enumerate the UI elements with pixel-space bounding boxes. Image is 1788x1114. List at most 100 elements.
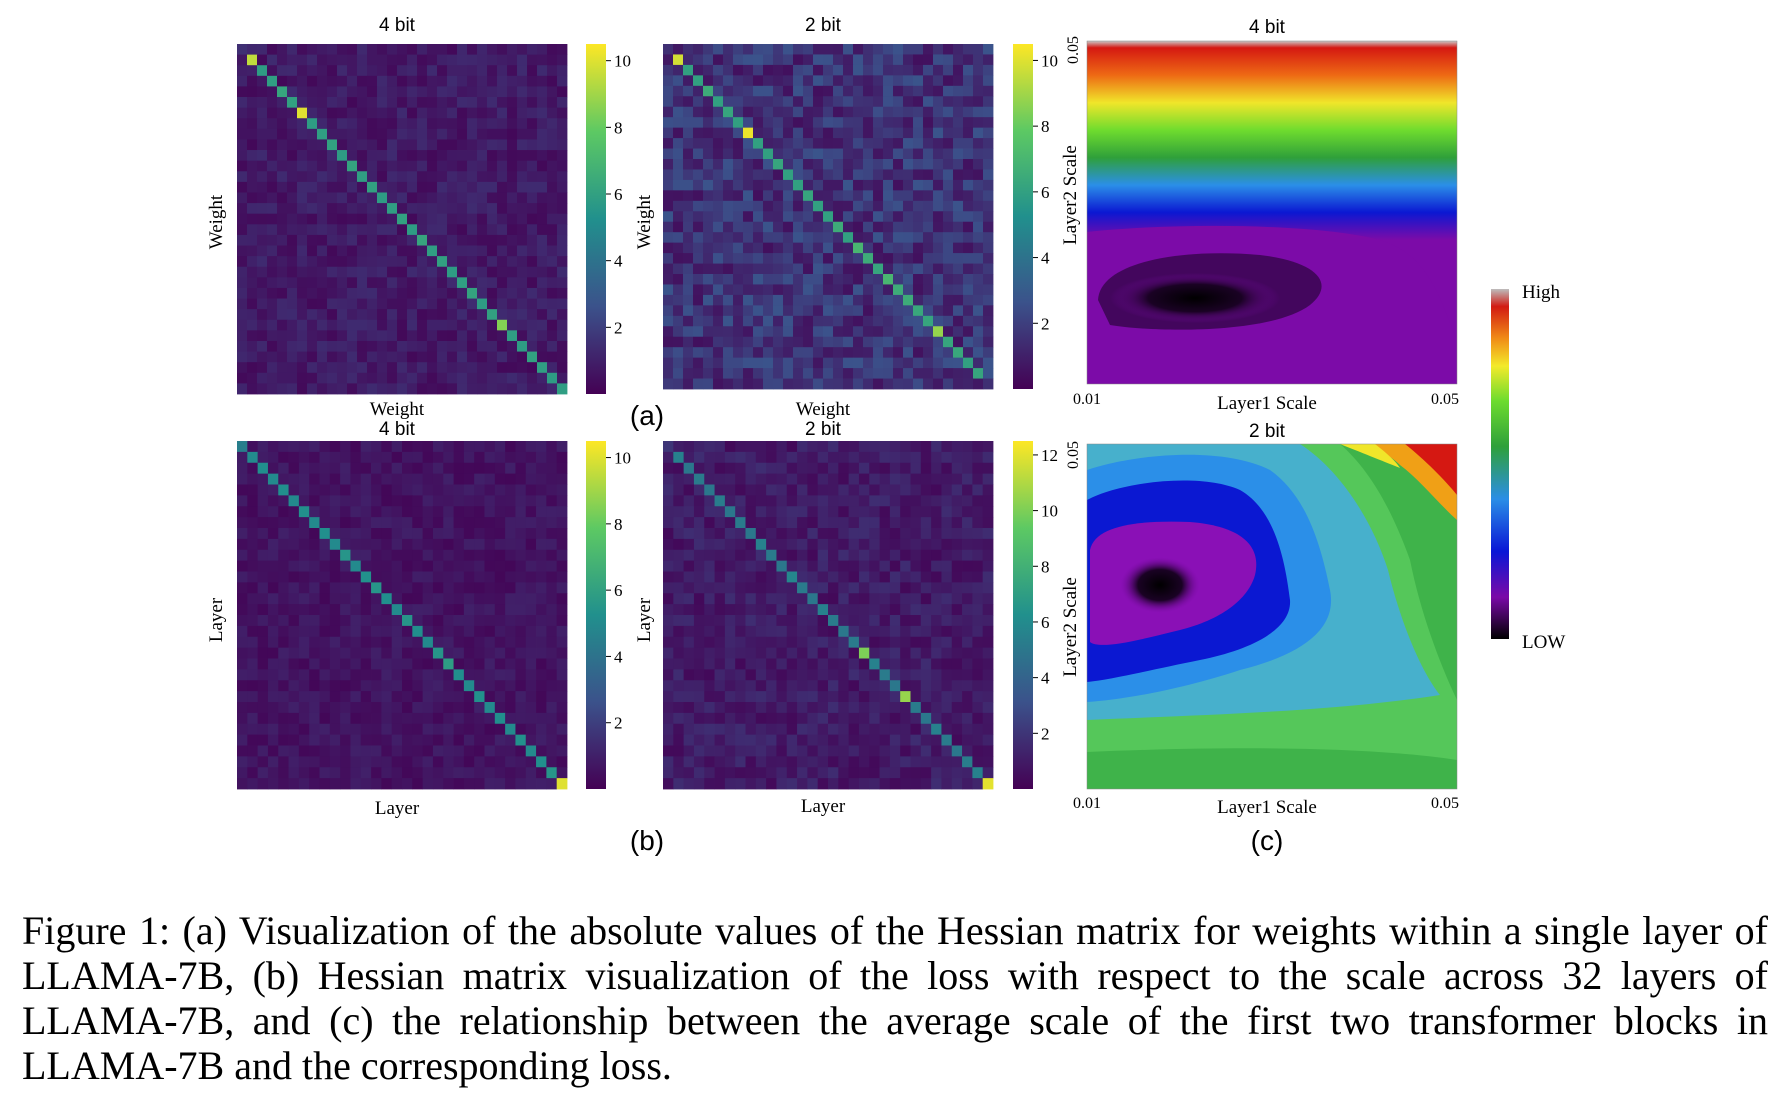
heatmap-cell bbox=[673, 85, 684, 97]
heatmap-cell bbox=[287, 150, 298, 162]
heatmap-cell bbox=[391, 517, 403, 529]
heatmap-cell bbox=[724, 593, 736, 605]
heatmap-cell bbox=[663, 451, 674, 464]
heatmap-cell bbox=[753, 117, 764, 129]
heatmap-cell bbox=[889, 745, 901, 757]
heatmap-cell bbox=[297, 128, 308, 140]
heatmap-cell bbox=[823, 148, 834, 160]
heatmap-cell bbox=[494, 473, 506, 485]
heatmap-cell bbox=[673, 582, 685, 594]
heatmap-cell bbox=[723, 96, 734, 108]
heatmap-cell bbox=[763, 179, 774, 191]
heatmap-cell bbox=[494, 528, 506, 540]
heatmap-cell bbox=[704, 745, 715, 757]
heatmap-cell bbox=[953, 96, 964, 108]
heatmap-cell bbox=[807, 734, 819, 746]
heatmap-cell bbox=[773, 357, 784, 369]
heatmap-cell bbox=[557, 224, 568, 236]
heatmap-cell bbox=[387, 128, 398, 140]
heatmap-cell bbox=[745, 473, 757, 485]
heatmap-cell bbox=[962, 691, 973, 703]
heatmap-cell bbox=[879, 495, 891, 507]
heatmap-cell bbox=[828, 625, 839, 638]
heatmap-cell bbox=[497, 54, 508, 66]
heatmap-cell bbox=[683, 179, 694, 191]
heatmap-cell bbox=[487, 128, 498, 140]
heatmap-cell bbox=[297, 118, 308, 130]
heatmap-cell bbox=[319, 451, 331, 464]
heatmap-cell bbox=[547, 192, 558, 204]
heatmap-cell bbox=[766, 778, 777, 790]
heatmap-cell bbox=[267, 549, 279, 562]
heatmap-cell bbox=[277, 309, 288, 321]
heatmap-cell bbox=[457, 256, 468, 268]
heatmap-cell bbox=[953, 253, 964, 264]
heatmap-cell bbox=[900, 484, 911, 496]
heatmap-cell bbox=[683, 636, 695, 649]
heatmap-cell bbox=[556, 441, 568, 453]
heatmap-cell bbox=[391, 506, 403, 518]
heatmap-cell bbox=[724, 745, 736, 757]
heatmap-cell bbox=[367, 86, 378, 98]
heatmap-cell bbox=[931, 560, 942, 572]
heatmap-cell bbox=[963, 85, 974, 97]
heatmap-cell bbox=[683, 85, 694, 97]
heatmap-cell bbox=[931, 767, 942, 779]
heatmap-cell bbox=[920, 767, 932, 779]
heatmap-cell bbox=[507, 298, 518, 310]
heatmap-cell bbox=[267, 383, 278, 395]
heatmap-cell bbox=[309, 669, 320, 681]
heatmap-cell bbox=[828, 691, 839, 703]
heatmap-cell bbox=[505, 441, 516, 453]
heatmap-cell bbox=[267, 669, 279, 681]
heatmap-cell bbox=[443, 691, 454, 703]
heatmap-cell bbox=[893, 200, 904, 212]
heatmap-cell bbox=[745, 734, 757, 746]
heatmap-cell bbox=[556, 615, 568, 627]
heatmap-cell bbox=[381, 625, 393, 638]
heatmap-cell bbox=[776, 767, 788, 779]
heatmap-cell bbox=[237, 549, 248, 562]
heatmap-cell bbox=[683, 274, 694, 285]
heatmap-cell bbox=[714, 712, 726, 725]
heatmap-cell bbox=[547, 139, 558, 151]
heatmap-cell bbox=[766, 528, 777, 540]
heatmap-cell bbox=[237, 171, 248, 183]
heatmap-cell bbox=[350, 495, 362, 507]
heatmap-diagonal-cell bbox=[402, 615, 413, 627]
heatmap-cell bbox=[873, 315, 884, 327]
heatmap-cell bbox=[858, 484, 870, 496]
heatmap-cell bbox=[743, 368, 754, 379]
heatmap-cell bbox=[953, 336, 964, 348]
heatmap-cell bbox=[317, 298, 328, 310]
heatmap-cell bbox=[923, 179, 934, 191]
heatmap-cell bbox=[735, 582, 746, 594]
heatmap-cell bbox=[848, 582, 860, 594]
heatmap-cell bbox=[763, 378, 774, 390]
heatmap-cell bbox=[983, 159, 994, 170]
heatmap-cell bbox=[377, 128, 388, 140]
heatmap-cell bbox=[536, 702, 547, 714]
heatmap-cell bbox=[557, 65, 568, 77]
heatmap-cell bbox=[923, 326, 934, 338]
heatmap-cell bbox=[494, 506, 506, 518]
heatmap-cell bbox=[879, 636, 891, 649]
heatmap-cell bbox=[693, 138, 704, 149]
heatmap-cell bbox=[427, 171, 438, 183]
colorbar-tick-label: 4 bbox=[614, 252, 623, 271]
heatmap-cell bbox=[497, 277, 508, 289]
heatmap-cell bbox=[267, 234, 278, 246]
heatmap-cell bbox=[735, 636, 746, 649]
heatmap-cell bbox=[309, 484, 320, 496]
heatmap-cell bbox=[714, 778, 726, 790]
heatmap-cell bbox=[903, 274, 914, 285]
heatmap-cell bbox=[663, 221, 674, 233]
heatmap-cell bbox=[803, 75, 814, 87]
heatmap-cell bbox=[288, 549, 300, 562]
heatmap-cell bbox=[237, 266, 248, 278]
heatmap-cell bbox=[371, 658, 382, 670]
heatmap-cell bbox=[933, 169, 944, 181]
heatmap-cell bbox=[309, 691, 320, 703]
heatmap-cell bbox=[941, 778, 953, 790]
heatmap-cell bbox=[843, 159, 854, 170]
